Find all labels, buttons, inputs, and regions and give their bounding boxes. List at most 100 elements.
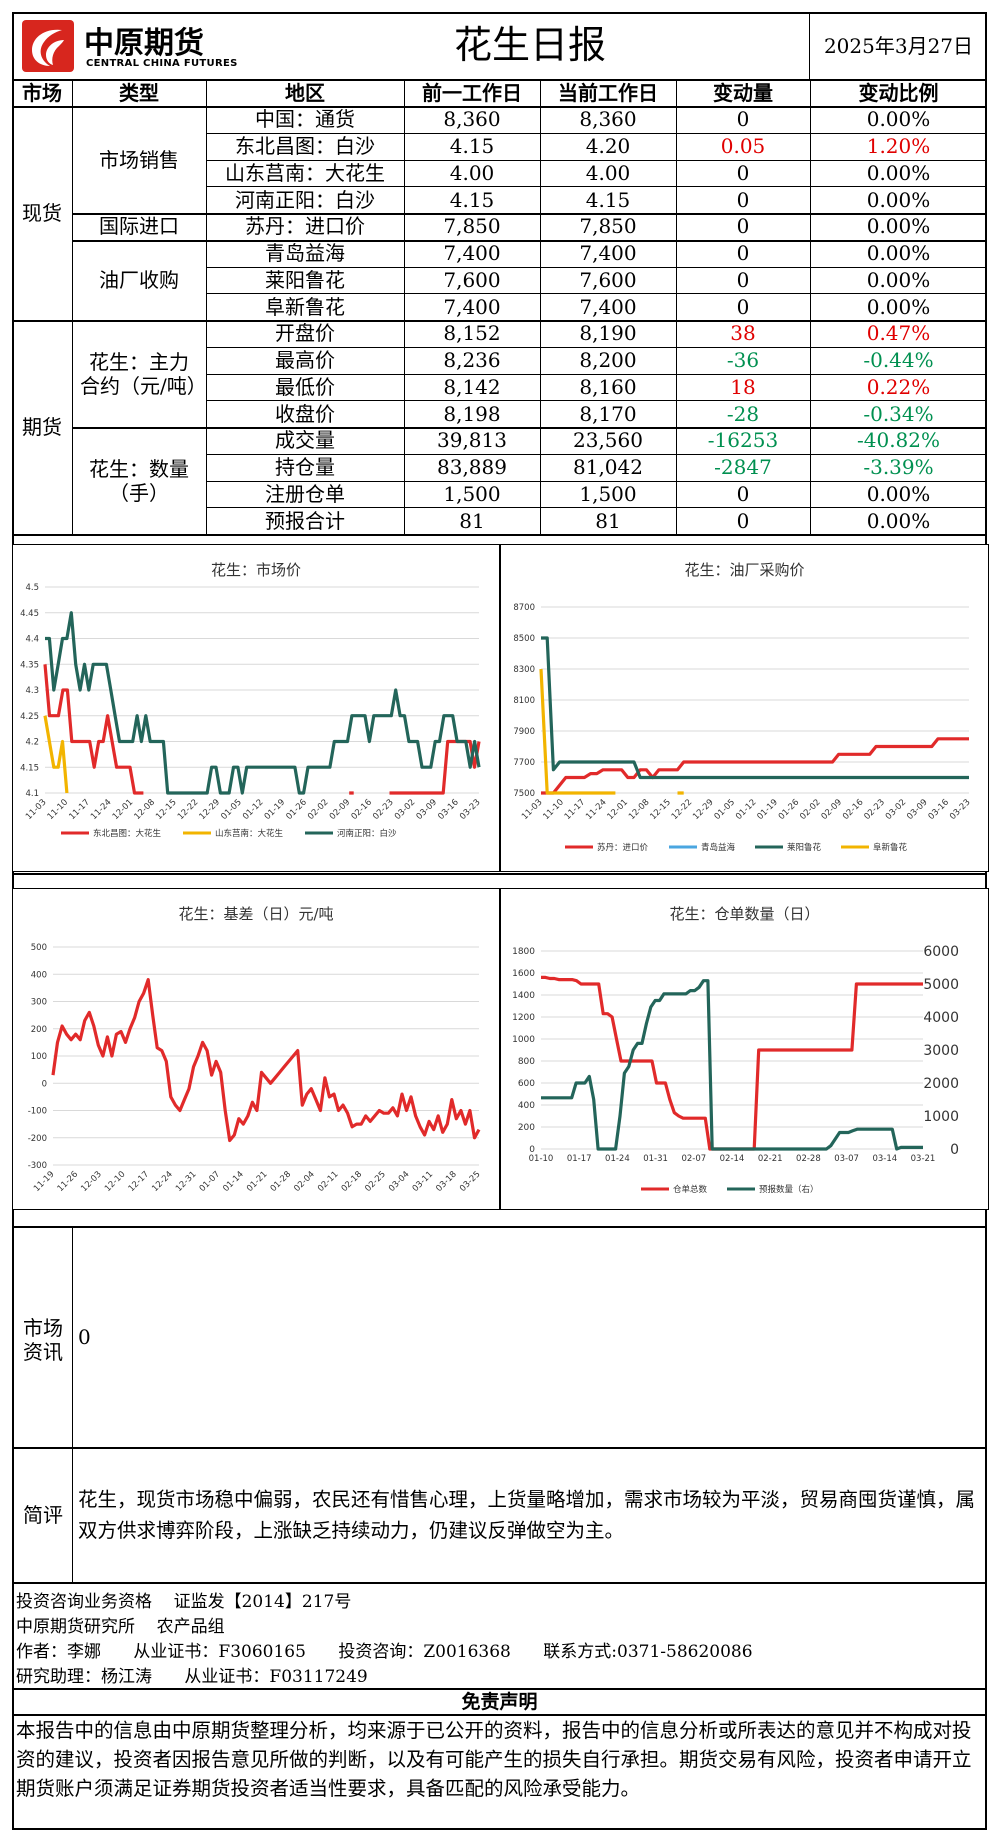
x-tick-label: 03-16: [436, 797, 461, 822]
x-tick-label: 02-09: [328, 797, 353, 822]
chart-warehouse-receipts: 花生：仓单数量（日） 1800 1600 1400 1200 1000 800 600 400…: [500, 888, 989, 1210]
y-tick-label: 1600: [512, 969, 535, 979]
x-tick-label: 03-25: [458, 1169, 483, 1194]
y2-tick-label: 3000: [923, 1043, 959, 1059]
change-pct-cell: 0.00%: [866, 214, 931, 239]
change-cell: 0: [736, 508, 750, 533]
change-cell: -16253: [707, 428, 779, 453]
region-cell: 持仓量: [275, 455, 335, 480]
region-cell: 中国：通货: [255, 107, 355, 132]
curr-value-cell: 8,160: [579, 374, 637, 399]
x-tick-label: 03-23: [948, 797, 973, 822]
y-tick-label: 8100: [513, 696, 535, 706]
chart-oil-mill-price: 花生：油厂采购价 8700 8500 8300 8100 7900 7700 7500 11-…: [500, 544, 989, 872]
type-label: 市场销售: [99, 147, 179, 172]
x-tick-label: 12-24: [150, 1169, 175, 1194]
y-tick-label: 1200: [512, 1013, 535, 1023]
x-tick-label: 01-26: [284, 797, 309, 822]
legend-label: 东北昌图：大花生: [93, 828, 162, 839]
y-tick-label: 4.3: [25, 686, 39, 696]
x-tick-label: 12-08: [132, 797, 157, 822]
comment-content: 花生，现货市场稳中偏弱，农民还有惜售心理，上货量略增加，需求市场较为平淡，贸易商…: [78, 1488, 976, 1542]
logo-en-text: CENTRAL CHINA FUTURES: [86, 58, 238, 69]
type-label: 花生：数量（手）: [89, 456, 189, 505]
x-tick-label: 02-18: [340, 1169, 365, 1194]
column-header: 地区: [285, 81, 325, 105]
change-cell: 0: [736, 160, 750, 185]
change-cell: 38: [730, 321, 756, 346]
y-tick-label: 7900: [513, 727, 535, 737]
chart-title: 花生：市场价: [210, 561, 301, 579]
footer-qualification: 投资咨询业务资格 证监发【2014】217号: [16, 1592, 352, 1612]
y-tick-label: 400: [31, 970, 47, 980]
region-cell: 最低价: [275, 374, 335, 399]
series-line: [539, 668, 684, 795]
x-tick-label: 01-05: [713, 797, 738, 822]
region-cell: 注册仓单: [265, 481, 345, 506]
change-pct-cell: 0.00%: [866, 241, 931, 266]
y2-tick-label: 2000: [923, 1076, 959, 1092]
y-tick-label: -200: [28, 1134, 47, 1144]
change-cell: 0: [736, 107, 750, 132]
company-logo: 中原期货 CENTRAL CHINA FUTURES: [20, 18, 250, 74]
x-tick-label: 11-10: [46, 797, 71, 822]
prev-value-cell: 7,400: [443, 241, 501, 266]
y-tick-label: 200: [31, 1025, 47, 1035]
y-tick-label: 100: [31, 1052, 47, 1062]
x-tick-label: 01-24: [605, 1154, 630, 1164]
x-tick-label: 01-12: [734, 797, 759, 822]
column-header: 前一工作日: [422, 81, 522, 105]
curr-value-cell: 23,560: [573, 428, 643, 453]
change-pct-cell: -0.34%: [863, 401, 934, 426]
x-tick-label: 12-17: [127, 1169, 152, 1194]
y-tick-label: 7700: [513, 758, 535, 768]
x-tick-label: 01-21: [245, 1169, 270, 1194]
change-cell: 0: [736, 214, 750, 239]
y-tick-label: 8300: [513, 665, 535, 675]
y-tick-label: 400: [518, 1101, 535, 1111]
x-tick-label: 02-28: [796, 1154, 821, 1164]
y-tick-label: -300: [28, 1161, 47, 1171]
change-cell: 0: [736, 241, 750, 266]
change-cell: -36: [726, 348, 760, 373]
news-label: 市场资讯: [23, 1316, 63, 1364]
x-tick-label: 02-25: [363, 1169, 388, 1194]
x-tick-label: 12-10: [103, 1169, 128, 1194]
x-tick-label: 02-07: [681, 1154, 706, 1164]
x-tick-label: 11-17: [67, 797, 92, 822]
y-tick-label: -100: [28, 1107, 47, 1117]
footer-assistant: 研究助理：杨江涛 从业证书：F03117249: [16, 1667, 368, 1687]
x-tick-label: 12-29: [198, 797, 223, 822]
x-tick-label: 03-02: [393, 797, 418, 822]
curr-value-cell: 81,042: [573, 455, 643, 480]
region-cell: 山东莒南：大花生: [225, 160, 385, 185]
change-pct-cell: -0.44%: [863, 348, 934, 373]
curr-value-cell: 81: [595, 508, 621, 533]
y-tick-label: 1400: [512, 991, 535, 1001]
prev-value-cell: 7,600: [443, 267, 501, 292]
type-label: 花生：主力合约（元/吨）: [80, 349, 207, 398]
series-line: [45, 611, 481, 795]
market-label: 期货: [22, 415, 62, 439]
region-cell: 最高价: [275, 348, 335, 373]
x-tick-label: 03-04: [387, 1169, 412, 1194]
legend-label: 阜新鲁花: [873, 842, 908, 853]
column-header: 市场: [22, 81, 62, 105]
change-cell: 0.05: [720, 134, 766, 159]
curr-value-cell: 4.20: [585, 134, 631, 159]
x-tick-label: 11-03: [520, 797, 545, 822]
curr-value-cell: 8,190: [579, 321, 637, 346]
y-tick-label: 7500: [513, 789, 535, 799]
legend-label: 苏丹：进口价: [597, 842, 649, 853]
x-tick-label: 02-02: [306, 797, 331, 822]
x-tick-label: 03-16: [927, 797, 952, 822]
change-pct-cell: 0.00%: [866, 187, 931, 212]
chart-title: 花生：基差（日）元/吨: [178, 905, 334, 923]
x-tick-label: 03-23: [458, 797, 483, 822]
y-tick-label: 4.45: [20, 609, 39, 619]
y-tick-label: 4.5: [25, 583, 39, 593]
y-tick-label: 4.35: [20, 660, 39, 670]
x-tick-label: 11-24: [89, 797, 114, 822]
y-tick-label: 0: [529, 1145, 535, 1155]
x-tick-label: 12-01: [606, 797, 631, 822]
